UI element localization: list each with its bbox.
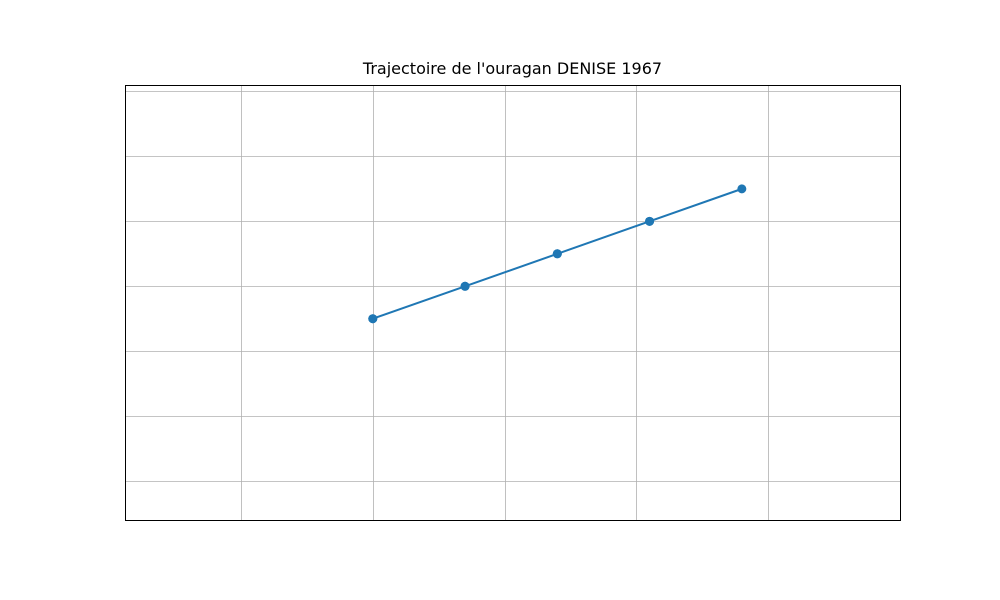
data-point-0-6 <box>552 249 562 259</box>
data-point-0-7 <box>460 281 470 291</box>
plot-area-frame <box>125 85 901 521</box>
data-point-0-5 <box>645 216 655 226</box>
chart-title: Trajectoire de l'ouragan DENISE 1967 <box>362 59 663 78</box>
grid <box>125 85 901 520</box>
series-group <box>368 184 747 324</box>
data-point-0-8 <box>368 314 378 324</box>
data-point-0-4 <box>737 184 747 194</box>
